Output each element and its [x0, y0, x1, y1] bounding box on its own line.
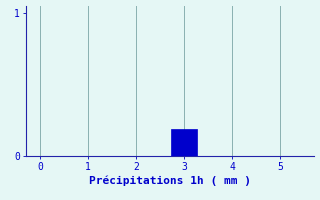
- Bar: [171, 129, 197, 156]
- X-axis label: Précipitations 1h ( mm ): Précipitations 1h ( mm ): [89, 176, 251, 186]
